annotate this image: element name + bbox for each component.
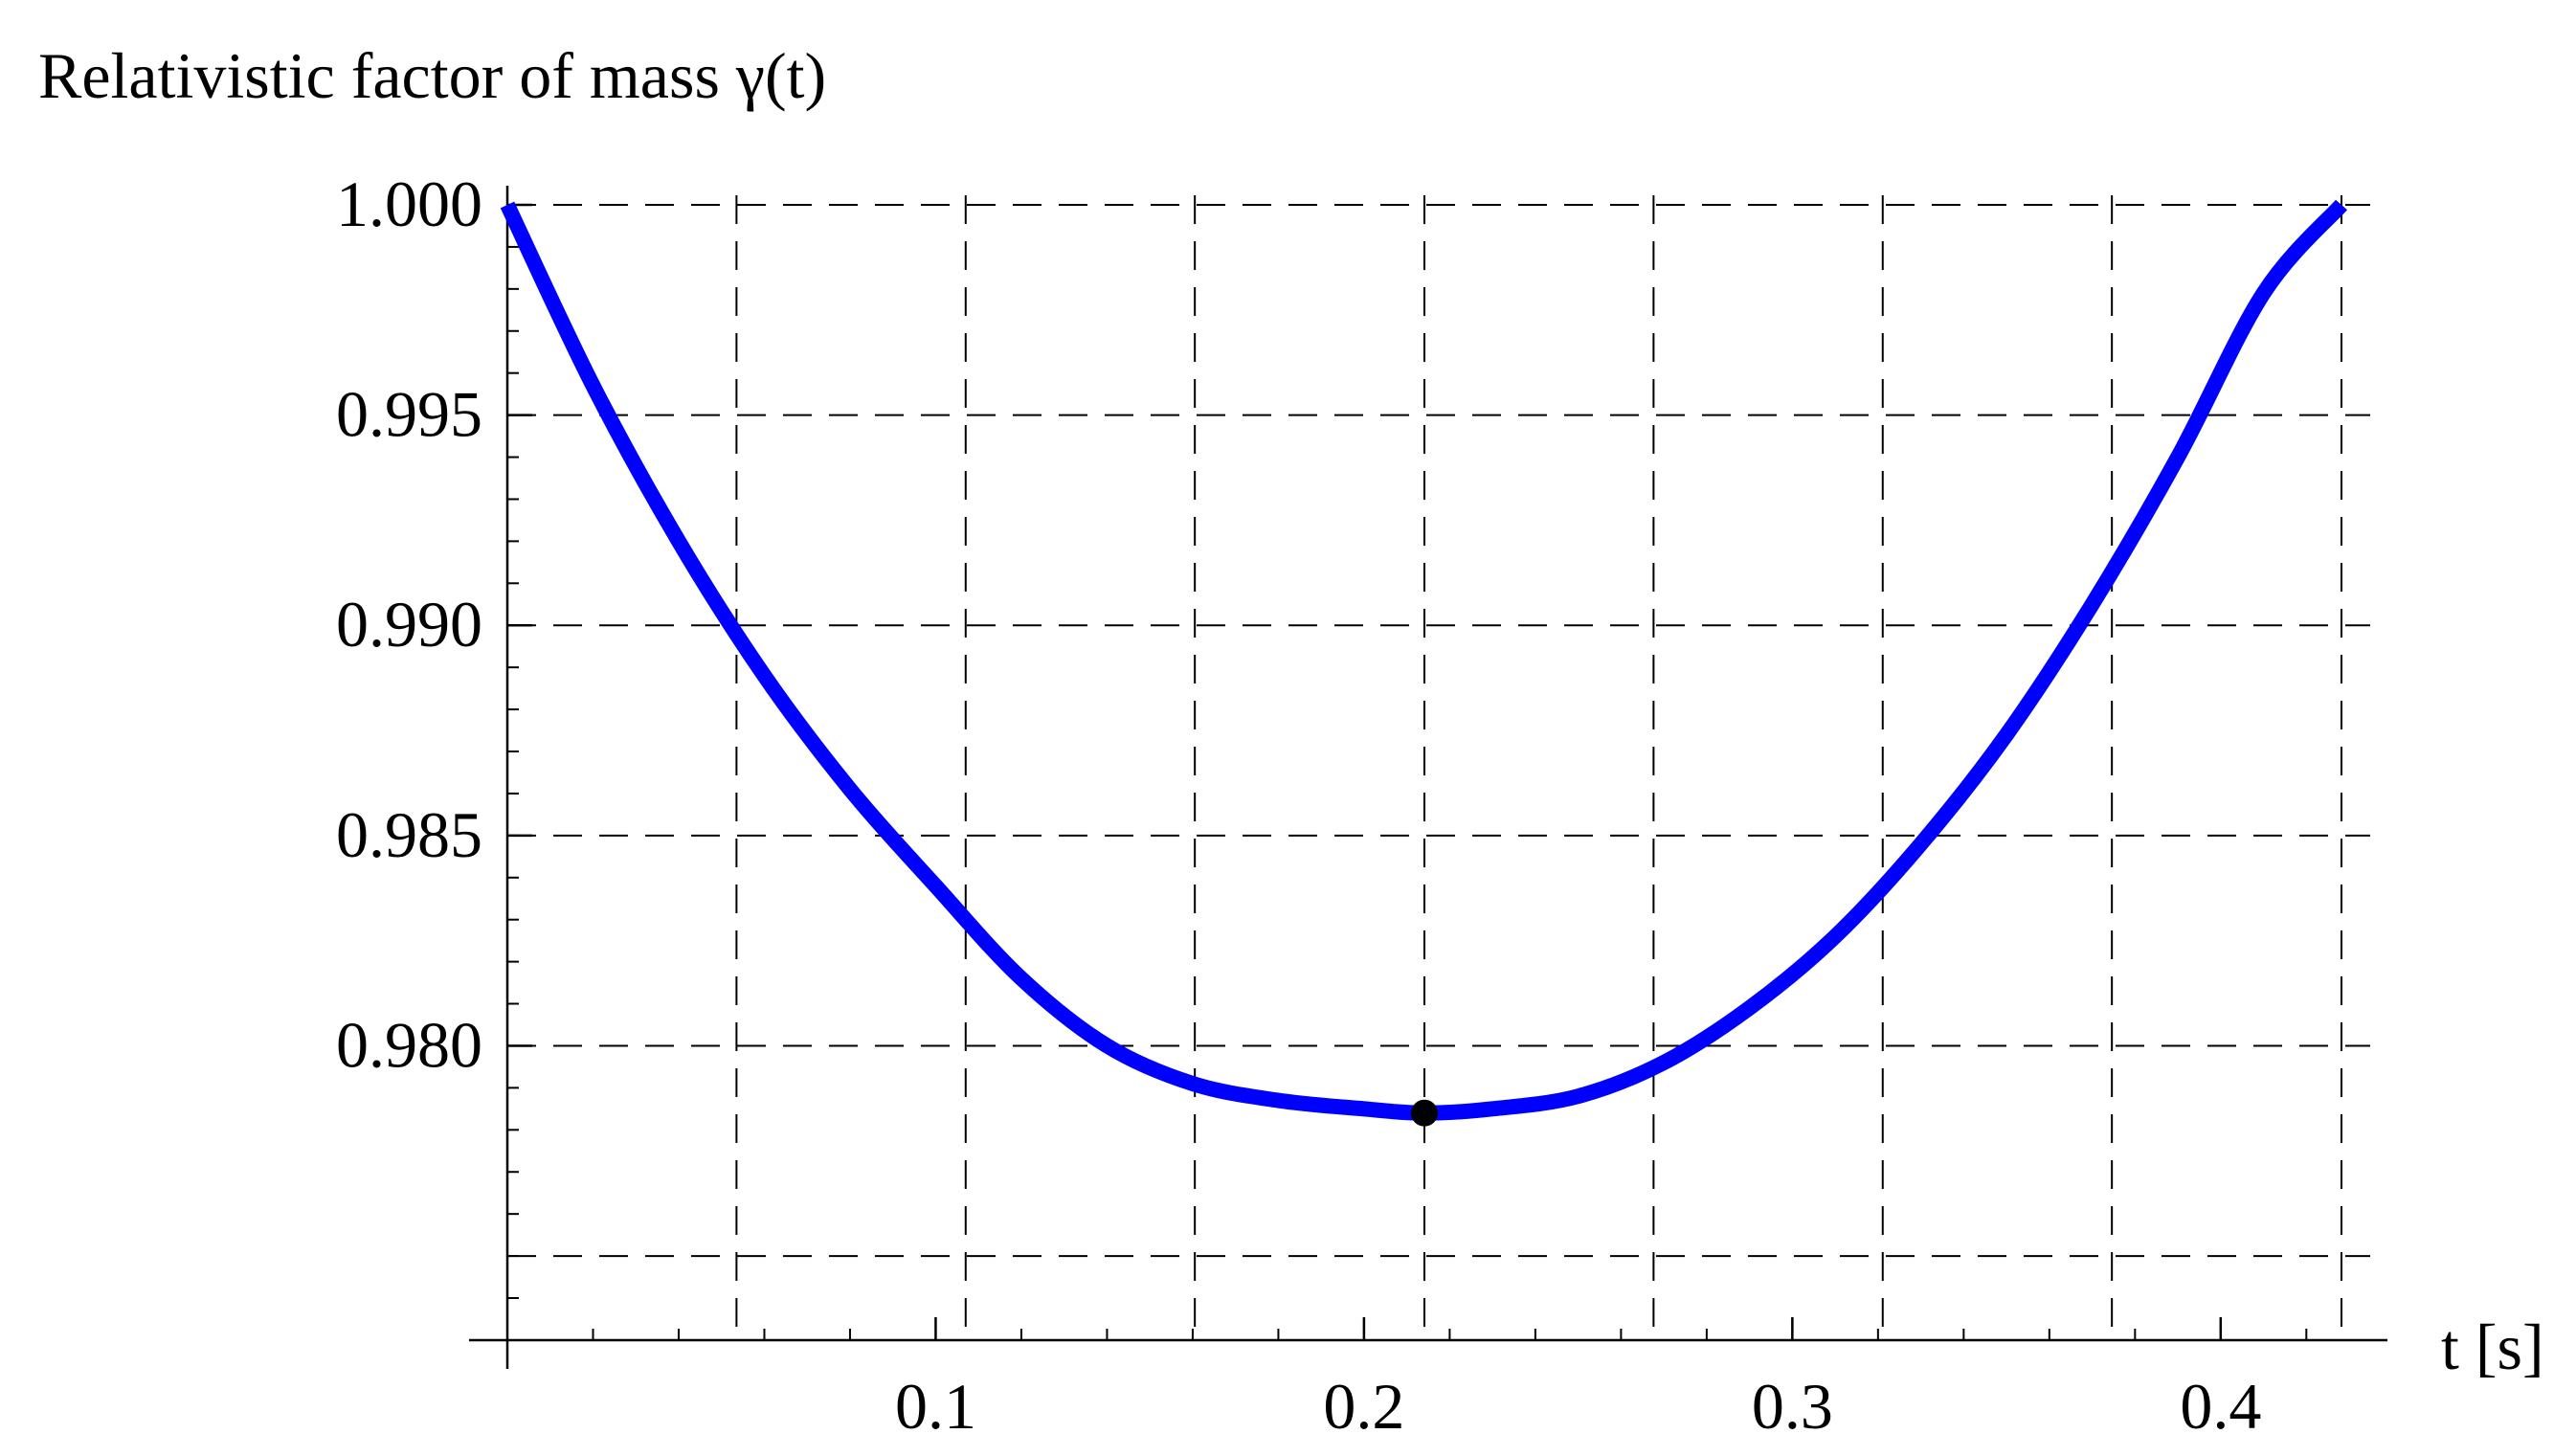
y-tick-label-4: 0.980	[336, 1008, 482, 1081]
x-tick-label-0: 0.1	[895, 1370, 976, 1443]
y-tick-label-0: 1.000	[336, 168, 482, 240]
x-tick-label-2: 0.3	[1752, 1370, 1833, 1443]
y-tick-label-3: 0.985	[336, 798, 482, 871]
axes	[469, 186, 2387, 1369]
x-tick-label-1: 0.2	[1323, 1370, 1404, 1443]
y-tick-label-2: 0.990	[336, 588, 482, 661]
y-tick-label-1: 0.995	[336, 378, 482, 451]
marker-layer	[1411, 1099, 1438, 1127]
labels-layer: Relativistic factor of mass γ(t) t [s] 0…	[38, 39, 2544, 1443]
minimum-point-marker	[1411, 1099, 1438, 1127]
x-axis-title: t [s]	[2441, 1310, 2544, 1383]
x-tick-label-3: 0.4	[2180, 1370, 2261, 1443]
y-axis-title: Relativistic factor of mass γ(t)	[38, 39, 826, 112]
grid	[507, 195, 2370, 1340]
